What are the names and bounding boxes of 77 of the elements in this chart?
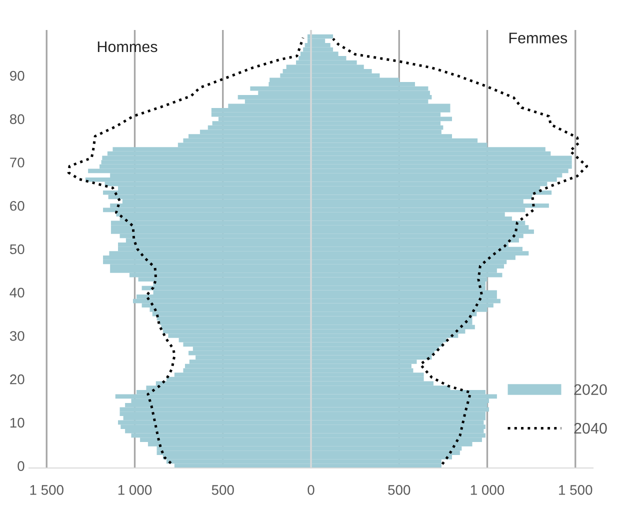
bar bbox=[103, 208, 311, 212]
y-tick-label: 60 bbox=[10, 200, 24, 211]
bar bbox=[311, 264, 504, 269]
bar bbox=[132, 298, 311, 304]
y-tick-label: 50 bbox=[10, 244, 24, 254]
y-tick-label: 20 bbox=[10, 374, 24, 384]
bar bbox=[184, 364, 311, 368]
bar bbox=[311, 290, 497, 295]
bar bbox=[311, 324, 475, 330]
bar bbox=[300, 52, 311, 56]
bar bbox=[162, 329, 311, 334]
bar bbox=[311, 203, 549, 208]
bar bbox=[311, 220, 526, 226]
bar bbox=[103, 190, 311, 195]
x-tick-label: 500 bbox=[212, 485, 234, 495]
bar bbox=[311, 464, 442, 468]
y-tick-label: 70 bbox=[10, 158, 24, 168]
bar bbox=[311, 190, 552, 195]
bar bbox=[183, 342, 311, 347]
bar bbox=[311, 164, 572, 169]
y-tick-label: 0 bbox=[18, 461, 24, 471]
x-tick-label: 500 bbox=[388, 485, 410, 495]
bar bbox=[311, 433, 486, 438]
bar bbox=[103, 260, 311, 264]
bar bbox=[161, 324, 311, 330]
bar bbox=[110, 220, 311, 226]
annotation: Hommes bbox=[98, 42, 158, 52]
bar bbox=[188, 350, 311, 356]
bar bbox=[311, 86, 428, 91]
bar bbox=[286, 64, 311, 70]
bar bbox=[152, 312, 311, 316]
bar bbox=[110, 229, 311, 234]
bar bbox=[311, 355, 432, 360]
bar bbox=[311, 272, 502, 278]
bar bbox=[311, 407, 490, 412]
y-tick-label: 90 bbox=[10, 70, 24, 81]
bar bbox=[88, 168, 311, 174]
bar bbox=[311, 116, 452, 122]
x-tick-label: 0 bbox=[308, 485, 314, 495]
bar bbox=[311, 402, 488, 408]
bar bbox=[118, 420, 311, 425]
bar bbox=[156, 316, 311, 321]
bar bbox=[211, 112, 311, 117]
y-tick-label: 30 bbox=[10, 331, 24, 341]
bar bbox=[270, 78, 311, 82]
bar bbox=[311, 104, 450, 108]
bar bbox=[85, 177, 311, 182]
bar bbox=[311, 316, 472, 321]
bar bbox=[311, 428, 484, 434]
bar bbox=[142, 286, 311, 290]
bar bbox=[311, 342, 444, 347]
bar bbox=[311, 229, 534, 234]
bar bbox=[311, 125, 444, 130]
bar bbox=[311, 156, 572, 160]
bar bbox=[102, 156, 311, 160]
bar bbox=[166, 459, 311, 464]
bar bbox=[311, 251, 529, 256]
bar bbox=[311, 90, 430, 96]
bar bbox=[311, 416, 486, 420]
bar bbox=[118, 242, 311, 247]
legend-label: 2020 bbox=[574, 384, 607, 396]
bar bbox=[311, 298, 500, 304]
bar bbox=[311, 168, 568, 174]
annotation: Femmes bbox=[509, 32, 568, 44]
x-tick-label: 1 500 bbox=[30, 485, 64, 495]
x-tick-label: 1 000 bbox=[470, 485, 504, 495]
y-tick-label: 40 bbox=[10, 288, 24, 298]
bar bbox=[115, 394, 311, 399]
x-tick-label: 1 000 bbox=[118, 485, 152, 495]
bar bbox=[120, 407, 311, 412]
bar bbox=[250, 86, 311, 91]
x-tick-label: 1 500 bbox=[559, 485, 592, 495]
bar bbox=[311, 420, 484, 425]
y-tick-label: 10 bbox=[10, 418, 24, 428]
legend-label: 2040 bbox=[574, 422, 607, 434]
bar bbox=[311, 394, 497, 399]
y-tick-label: 80 bbox=[10, 114, 24, 124]
